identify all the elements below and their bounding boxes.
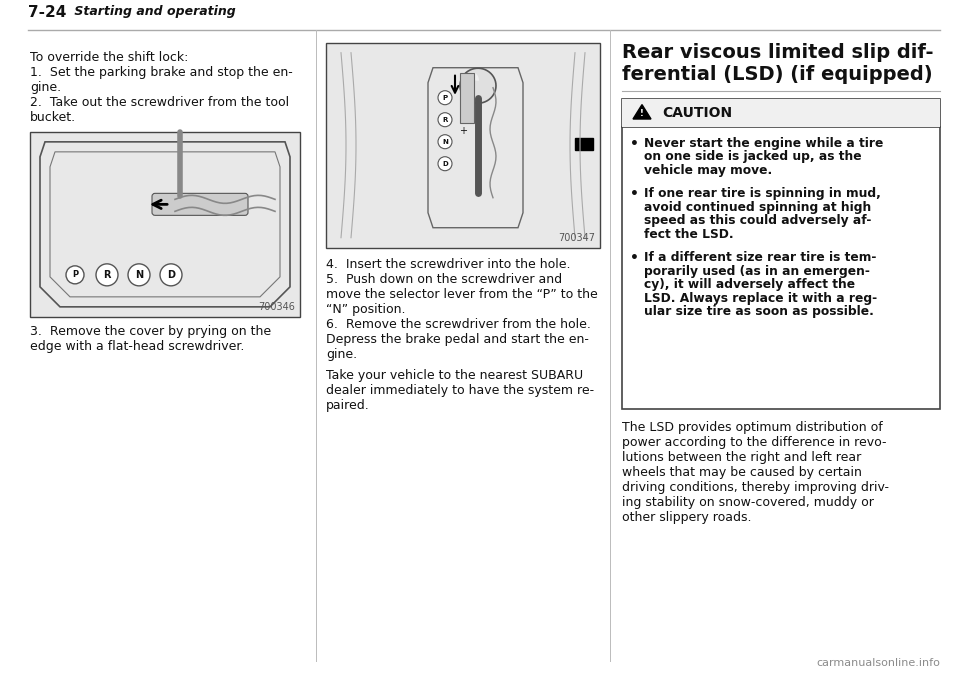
- Text: LSD. Always replace it with a reg-: LSD. Always replace it with a reg-: [644, 292, 877, 304]
- Text: If a different size rear tire is tem-: If a different size rear tire is tem-: [644, 252, 876, 264]
- FancyBboxPatch shape: [152, 193, 248, 216]
- Text: Depress the brake pedal and start the en-: Depress the brake pedal and start the en…: [326, 333, 588, 346]
- Text: other slippery roads.: other slippery roads.: [622, 511, 752, 523]
- Text: carmanualsonline.info: carmanualsonline.info: [816, 658, 940, 668]
- Text: vehicle may move.: vehicle may move.: [644, 163, 772, 177]
- Text: •: •: [630, 252, 638, 265]
- Text: on one side is jacked up, as the: on one side is jacked up, as the: [644, 151, 862, 163]
- Text: N: N: [442, 139, 448, 144]
- Circle shape: [96, 264, 118, 286]
- Text: P: P: [443, 95, 447, 101]
- Text: 700347: 700347: [558, 233, 595, 243]
- Text: ing stability on snow-covered, muddy or: ing stability on snow-covered, muddy or: [622, 496, 874, 508]
- Circle shape: [438, 157, 452, 171]
- Circle shape: [160, 264, 182, 286]
- Text: driving conditions, thereby improving driv-: driving conditions, thereby improving dr…: [622, 481, 889, 494]
- Bar: [622, 99, 940, 127]
- Bar: [460, 73, 474, 123]
- Text: lutions between the right and left rear: lutions between the right and left rear: [622, 451, 861, 464]
- Text: edge with a flat-head screwdriver.: edge with a flat-head screwdriver.: [30, 340, 245, 353]
- Text: dealer immediately to have the system re-: dealer immediately to have the system re…: [326, 384, 594, 397]
- Circle shape: [128, 264, 150, 286]
- Circle shape: [438, 91, 452, 104]
- Text: P: P: [72, 271, 78, 279]
- Text: move the selector lever from the “P” to the: move the selector lever from the “P” to …: [326, 287, 598, 301]
- Text: cy), it will adversely affect the: cy), it will adversely affect the: [644, 278, 855, 292]
- Text: 6.  Remove the screwdriver from the hole.: 6. Remove the screwdriver from the hole.: [326, 318, 590, 331]
- Bar: [622, 99, 940, 409]
- Bar: [326, 43, 600, 247]
- Polygon shape: [467, 73, 479, 81]
- Text: +: +: [459, 125, 467, 136]
- Text: R: R: [104, 270, 110, 280]
- Text: If one rear tire is spinning in mud,: If one rear tire is spinning in mud,: [644, 187, 881, 200]
- Text: Rear viscous limited slip dif-: Rear viscous limited slip dif-: [622, 43, 933, 62]
- Polygon shape: [460, 68, 496, 103]
- Bar: [575, 138, 593, 151]
- Text: N: N: [135, 270, 143, 280]
- Text: •: •: [630, 187, 638, 201]
- Text: 5.  Push down on the screwdriver and: 5. Push down on the screwdriver and: [326, 273, 563, 285]
- Text: bucket.: bucket.: [30, 111, 76, 124]
- Bar: [30, 132, 300, 317]
- Text: speed as this could adversely af-: speed as this could adversely af-: [644, 214, 872, 227]
- Text: To override the shift lock:: To override the shift lock:: [30, 51, 188, 64]
- Text: wheels that may be caused by certain: wheels that may be caused by certain: [622, 466, 862, 479]
- Text: ferential (LSD) (if equipped): ferential (LSD) (if equipped): [622, 64, 932, 83]
- Text: D: D: [443, 161, 448, 167]
- Text: ular size tire as soon as possible.: ular size tire as soon as possible.: [644, 305, 874, 318]
- Circle shape: [438, 135, 452, 148]
- Text: fect the LSD.: fect the LSD.: [644, 228, 733, 241]
- Text: •: •: [630, 137, 638, 151]
- Text: Take your vehicle to the nearest SUBARU: Take your vehicle to the nearest SUBARU: [326, 369, 583, 382]
- Text: D: D: [167, 270, 175, 280]
- Text: Never start the engine while a tire: Never start the engine while a tire: [644, 137, 883, 150]
- Text: avoid continued spinning at high: avoid continued spinning at high: [644, 201, 872, 214]
- Text: R: R: [443, 117, 447, 123]
- Text: gine.: gine.: [30, 81, 61, 94]
- Text: 1.  Set the parking brake and stop the en-: 1. Set the parking brake and stop the en…: [30, 66, 293, 79]
- Text: porarily used (as in an emergen-: porarily used (as in an emergen-: [644, 264, 870, 278]
- Text: “N” position.: “N” position.: [326, 302, 405, 316]
- Text: gine.: gine.: [326, 348, 357, 361]
- Text: !: !: [640, 109, 644, 118]
- Text: 2.  Take out the screwdriver from the tool: 2. Take out the screwdriver from the too…: [30, 96, 289, 109]
- Text: CAUTION: CAUTION: [662, 106, 732, 120]
- Text: 7-24: 7-24: [28, 5, 66, 20]
- Polygon shape: [633, 104, 651, 119]
- Text: paired.: paired.: [326, 399, 370, 412]
- Text: 3.  Remove the cover by prying on the: 3. Remove the cover by prying on the: [30, 325, 271, 338]
- Text: The LSD provides optimum distribution of: The LSD provides optimum distribution of: [622, 421, 883, 434]
- Text: Starting and operating: Starting and operating: [70, 5, 236, 18]
- Text: power according to the difference in revo-: power according to the difference in rev…: [622, 436, 886, 449]
- Circle shape: [66, 266, 84, 284]
- Text: 700346: 700346: [258, 302, 295, 312]
- Text: 4.  Insert the screwdriver into the hole.: 4. Insert the screwdriver into the hole.: [326, 258, 570, 271]
- Circle shape: [438, 113, 452, 127]
